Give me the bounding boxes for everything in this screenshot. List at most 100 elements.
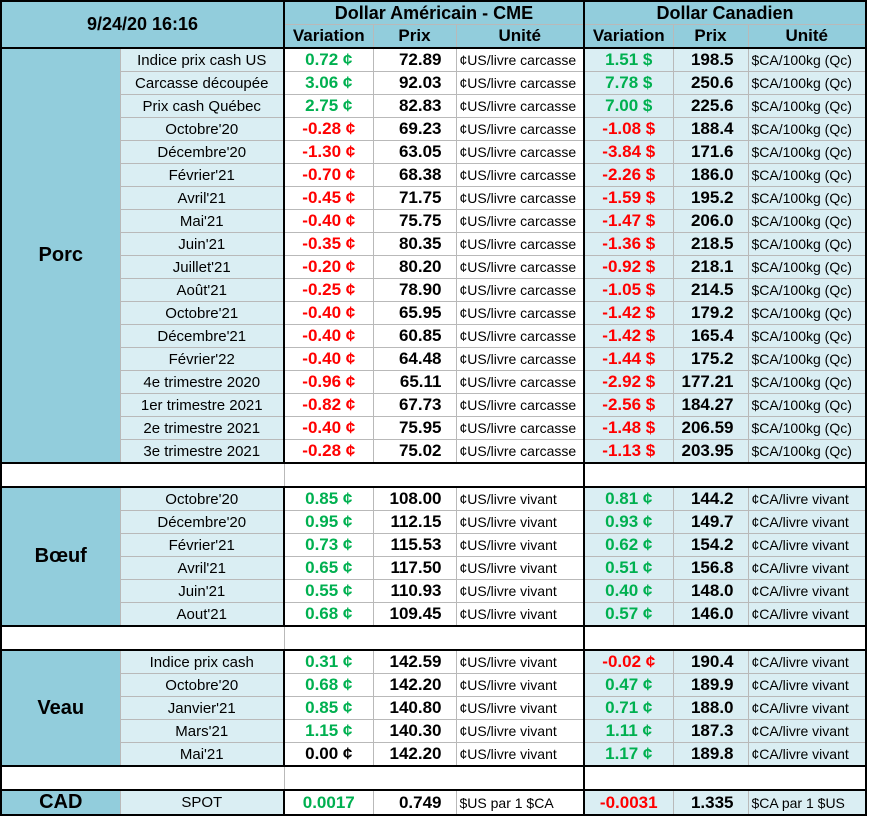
cad-unit: $CA/100kg (Qc) bbox=[747, 370, 867, 394]
usd-price: 71.75 bbox=[372, 186, 457, 210]
cad-variation: 7.00 $ bbox=[583, 94, 674, 118]
table-row: Février'21 -0.70 ¢ 68.38 ¢US/livre carcasse… bbox=[1, 163, 867, 187]
cad-price: 165.4 bbox=[672, 324, 749, 348]
cad-price: 206.59 bbox=[672, 416, 749, 440]
row-label: Prix cash Québec bbox=[119, 94, 285, 118]
table-row: Veau Indice prix cash 0.31 ¢ 142.59 ¢US/livr… bbox=[0, 649, 867, 767]
cad-variation: 1.11 ¢ bbox=[583, 719, 674, 743]
cad-variation: -1.42 $ bbox=[583, 324, 674, 348]
row-label: Octobre'20 bbox=[119, 486, 285, 511]
table-row: Octobre'20 0.68 ¢ 142.20 ¢US/livre vivant 0.… bbox=[1, 673, 867, 697]
usd-variation: -0.40 ¢ bbox=[283, 324, 374, 348]
usd-price: 142.20 bbox=[372, 673, 457, 697]
table-row: Juillet'21 -0.20 ¢ 80.20 ¢US/livre carcasse… bbox=[1, 255, 867, 279]
cad-price: 149.7 bbox=[672, 510, 749, 534]
cad-variation: 0.57 ¢ bbox=[583, 602, 674, 627]
usd-variation: 0.0017 bbox=[283, 789, 374, 816]
row-label: Février'22 bbox=[119, 347, 285, 371]
usd-variation: -0.45 ¢ bbox=[283, 186, 374, 210]
usd-price: 110.93 bbox=[372, 579, 457, 603]
cad-price: 184.27 bbox=[672, 393, 749, 417]
cad-variation: -0.0031 bbox=[583, 789, 674, 816]
usd-price: 65.11 bbox=[372, 370, 457, 394]
cad-price: 188.0 bbox=[672, 696, 749, 720]
row-label: 2e trimestre 2021 bbox=[119, 416, 285, 440]
cad-unit: $CA/100kg (Qc) bbox=[747, 324, 867, 348]
usd-variation: -0.82 ¢ bbox=[283, 393, 374, 417]
section-name: Bœuf bbox=[0, 486, 121, 627]
cad-unite-header: Unité bbox=[747, 24, 867, 49]
cad-price: 218.5 bbox=[672, 232, 749, 256]
row-label: Juin'21 bbox=[119, 232, 285, 256]
row-label: 4e trimestre 2020 bbox=[119, 370, 285, 394]
table-row: Décembre'21 -0.40 ¢ 60.85 ¢US/livre carcass… bbox=[1, 324, 867, 348]
cad-variation: -1.59 $ bbox=[583, 186, 674, 210]
usd-variation: -0.96 ¢ bbox=[283, 370, 374, 394]
usd-price: 92.03 bbox=[372, 71, 457, 95]
separator-cell bbox=[0, 625, 285, 651]
usd-variation: 0.85 ¢ bbox=[283, 486, 374, 511]
cad-price: 198.5 bbox=[672, 47, 749, 72]
usd-unit: ¢US/livre vivant bbox=[455, 696, 585, 720]
usd-price: 65.95 bbox=[372, 301, 457, 325]
usd-price: 75.02 bbox=[372, 439, 457, 464]
cad-price: 1.335 bbox=[672, 789, 749, 816]
usd-unit: ¢US/livre carcasse bbox=[455, 232, 585, 256]
cad-unit: $CA/100kg (Qc) bbox=[747, 255, 867, 279]
cad-prix-header: Prix bbox=[672, 24, 749, 49]
separator-cell bbox=[583, 625, 867, 651]
row-label: Mai'21 bbox=[119, 209, 285, 233]
cad-variation: 0.40 ¢ bbox=[583, 579, 674, 603]
row-label: Août'21 bbox=[119, 278, 285, 302]
usd-variation: 0.72 ¢ bbox=[283, 47, 374, 72]
table-row: Mai'21 -0.40 ¢ 75.75 ¢US/livre carcasse -1.4… bbox=[1, 209, 867, 233]
usd-price: 115.53 bbox=[372, 533, 457, 557]
table-row: Aout'21 0.68 ¢ 109.45 ¢US/livre vivant 0.57 … bbox=[1, 602, 867, 627]
table-row: Juin'21 -0.35 ¢ 80.35 ¢US/livre carcasse -1.… bbox=[1, 232, 867, 256]
table-row: Avril'21 0.65 ¢ 117.50 ¢US/livre vivant 0.51… bbox=[1, 556, 867, 580]
cad-price: 190.4 bbox=[672, 649, 749, 674]
cad-variation: -1.05 $ bbox=[583, 278, 674, 302]
row-label: Décembre'21 bbox=[119, 324, 285, 348]
cad-price: 154.2 bbox=[672, 533, 749, 557]
usd-unit: ¢US/livre carcasse bbox=[455, 324, 585, 348]
cad-variation: 0.71 ¢ bbox=[583, 696, 674, 720]
usd-price: 72.89 bbox=[372, 47, 457, 72]
usd-variation: -0.35 ¢ bbox=[283, 232, 374, 256]
cad-unit: $CA/100kg (Qc) bbox=[747, 232, 867, 256]
cad-unit: $CA/100kg (Qc) bbox=[747, 140, 867, 164]
cad-variation: 0.47 ¢ bbox=[583, 673, 674, 697]
cad-unit: $CA/100kg (Qc) bbox=[747, 416, 867, 440]
cad-unit: $CA/100kg (Qc) bbox=[747, 117, 867, 141]
section-name: Veau bbox=[0, 649, 121, 767]
usd-group-header: Dollar Américain - CME bbox=[283, 0, 585, 25]
cad-price: 148.0 bbox=[672, 579, 749, 603]
usd-price: 117.50 bbox=[372, 556, 457, 580]
table-row: Bœuf Octobre'20 0.85 ¢ 108.00 ¢US/livre viva… bbox=[0, 486, 867, 627]
usd-price: 108.00 bbox=[372, 486, 457, 511]
row-label: Décembre'20 bbox=[119, 140, 285, 164]
cad-price: 195.2 bbox=[672, 186, 749, 210]
usd-variation: 2.75 ¢ bbox=[283, 94, 374, 118]
cad-unit: ¢CA/livre vivant bbox=[747, 556, 867, 580]
cad-price: 177.21 bbox=[672, 370, 749, 394]
separator-cell bbox=[583, 765, 867, 791]
cad-variation: -1.36 $ bbox=[583, 232, 674, 256]
row-label: Décembre'20 bbox=[119, 510, 285, 534]
usd-variation: 0.00 ¢ bbox=[283, 742, 374, 767]
usd-prix-header: Prix bbox=[372, 24, 457, 49]
usd-unit: ¢US/livre carcasse bbox=[455, 347, 585, 371]
usd-price: 75.95 bbox=[372, 416, 457, 440]
separator-cell bbox=[583, 462, 867, 488]
row-label: Mars'21 bbox=[119, 719, 285, 743]
cad-variation: -2.26 $ bbox=[583, 163, 674, 187]
usd-unit: ¢US/livre carcasse bbox=[455, 370, 585, 394]
usd-unit: ¢US/livre carcasse bbox=[455, 393, 585, 417]
table-row: Août'21 -0.25 ¢ 78.90 ¢US/livre carcasse -1.… bbox=[1, 278, 867, 302]
cad-unit: $CA/100kg (Qc) bbox=[747, 439, 867, 464]
row-label: Indice prix cash bbox=[119, 649, 285, 674]
cad-price: 156.8 bbox=[672, 556, 749, 580]
row-label: Avril'21 bbox=[119, 556, 285, 580]
usd-price: 112.15 bbox=[372, 510, 457, 534]
cad-price: 203.95 bbox=[672, 439, 749, 464]
